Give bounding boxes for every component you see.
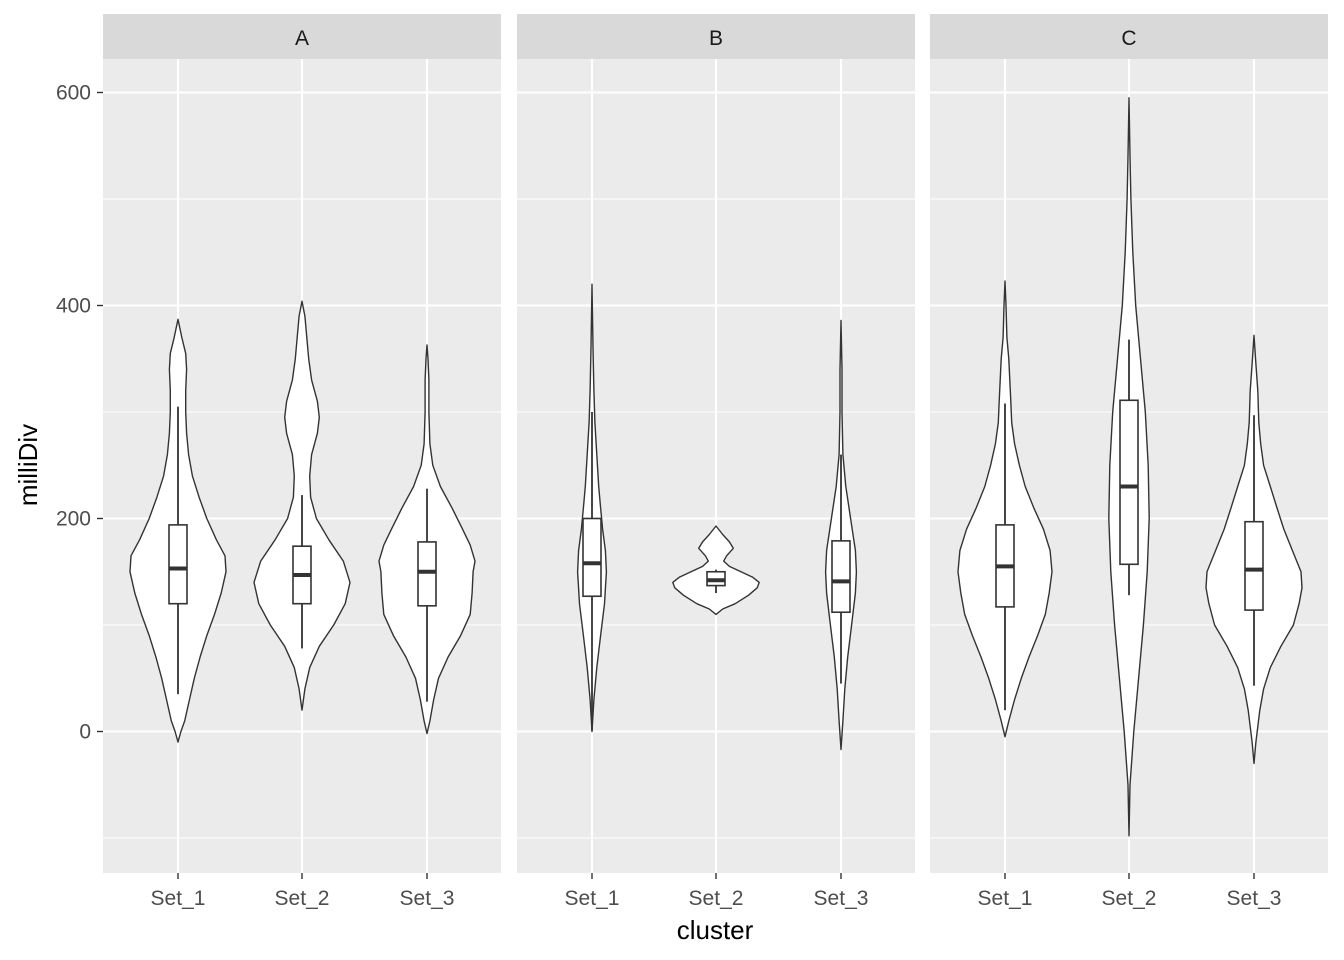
- facet-panel-c: C Set_1 Set_2 Set_3: [930, 14, 1328, 910]
- x-tick-label: Set_1: [565, 887, 620, 910]
- box-iqr: [168, 524, 188, 605]
- violin-group-set-1: [957, 280, 1053, 738]
- y-tick-label: 0: [79, 721, 91, 744]
- y-axis-title: milliDiv: [13, 424, 43, 506]
- violin-group-set-3: [824, 319, 858, 751]
- facet-strip: [930, 14, 1328, 59]
- x-tick-label: Set_1: [978, 887, 1033, 910]
- facet-panel-b: B Set_1 Set_2 Set_3: [517, 14, 915, 910]
- facet-label: B: [709, 27, 723, 50]
- facet-label: A: [295, 27, 309, 50]
- violin-group-set-2: [672, 525, 760, 616]
- facet-panel-a: A Set_1 Set_2 Set_3: [103, 14, 501, 910]
- violin-group-set-2: [1108, 97, 1150, 837]
- facet-label: C: [1121, 27, 1136, 50]
- facet-panels: A Set_1 Set_2 Set_3 B Set_1 Set_2 Set_3 C Set_1 Se…: [103, 14, 1328, 910]
- violin-group-set-3: [378, 344, 476, 735]
- violin-group-set-2: [253, 300, 351, 711]
- y-axis: 0 200 400 600: [56, 82, 103, 744]
- x-tick-label: Set_2: [689, 887, 744, 910]
- facet-strip: [517, 14, 915, 59]
- y-tick-label: 600: [56, 82, 91, 105]
- x-tick-label: Set_2: [275, 887, 330, 910]
- box-iqr: [1119, 399, 1139, 566]
- x-tick-label: Set_1: [151, 887, 206, 910]
- violin-group-set-1: [576, 283, 608, 733]
- box-iqr: [1244, 520, 1264, 611]
- x-tick-label: Set_3: [1227, 887, 1282, 910]
- x-axis-title: cluster: [677, 915, 754, 945]
- violin-group-set-3: [1205, 334, 1303, 765]
- box-iqr: [582, 517, 602, 598]
- x-tick-label: Set_3: [400, 887, 455, 910]
- y-tick-label: 400: [56, 295, 91, 318]
- x-tick-label: Set_2: [1102, 887, 1157, 910]
- box-iqr: [831, 540, 851, 614]
- x-tick-label: Set_3: [814, 887, 869, 910]
- facet-strip: [103, 14, 501, 59]
- violin-group-set-1: [129, 318, 227, 743]
- box-iqr: [417, 541, 437, 607]
- y-tick-label: 200: [56, 508, 91, 531]
